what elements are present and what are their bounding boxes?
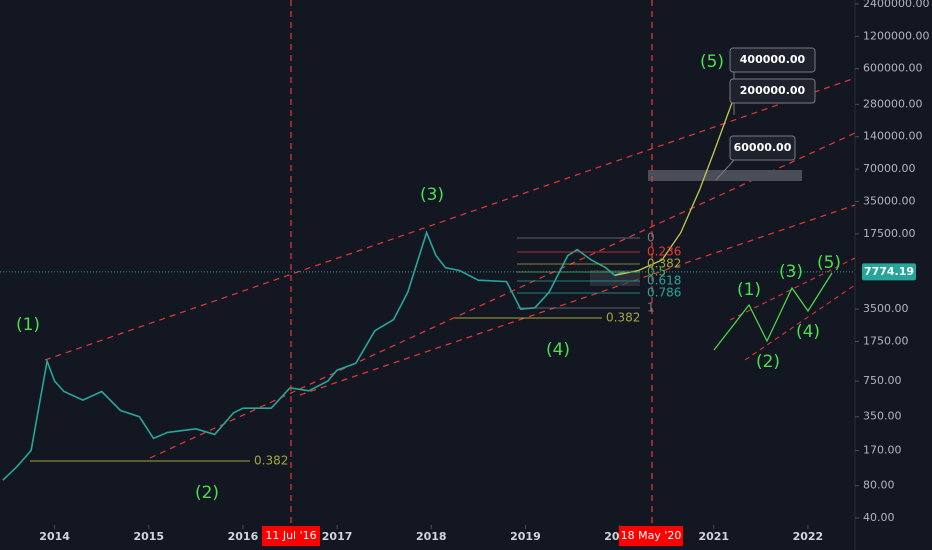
channel-line: [744, 284, 856, 361]
x-tick-label: 2018: [416, 530, 447, 543]
y-tick-label: 1200000.00: [863, 29, 929, 42]
wave-label: (3): [420, 185, 444, 205]
x-tick-label: 2021: [698, 530, 729, 543]
fib-label: 0.382: [647, 257, 681, 271]
fib-label: 0.786: [647, 286, 681, 300]
projection-curve: [614, 100, 734, 277]
consolidation-box: [590, 270, 640, 286]
target-label: 60000.00: [734, 141, 792, 154]
x-tick-label: 2022: [793, 530, 824, 543]
wave-label: (5): [817, 253, 841, 273]
retracement-label: 0.382: [254, 454, 288, 468]
wave-label: (3): [779, 262, 803, 282]
y-tick-label: 170.00: [863, 443, 902, 456]
wave-label: (2): [195, 483, 219, 503]
wave-label: (1): [737, 280, 761, 300]
target-label: 200000.00: [740, 84, 806, 97]
date-label: 11 Jul '16: [265, 529, 316, 542]
last-price-box: [862, 263, 916, 281]
y-tick-label: 70000.00: [863, 162, 916, 175]
y-tick-label: 2400000.00: [863, 0, 929, 10]
target-box: [729, 47, 816, 73]
x-tick-label: 2014: [39, 530, 70, 543]
price-line: [2, 230, 625, 481]
y-tick-label: 3500.00: [863, 302, 909, 315]
fib-label: 0.618: [647, 274, 681, 288]
x-tick-label: 2017: [322, 530, 353, 543]
wave-projection: [713, 272, 833, 351]
target-box: [729, 78, 816, 104]
wave-label: (5): [700, 52, 724, 72]
channel-line: [299, 204, 856, 396]
wave-label: (1): [16, 315, 40, 335]
x-tick-label: 2015: [133, 530, 164, 543]
y-tick-label: 35000.00: [863, 195, 916, 208]
wave-label: (4): [796, 322, 820, 342]
fib-label: 1: [647, 301, 655, 315]
y-tick-label: 600000.00: [863, 62, 923, 75]
fib-label: 0.5: [647, 265, 666, 279]
y-tick-label: 40.00: [863, 511, 895, 524]
y-tick-label: 350.00: [863, 410, 902, 423]
channel-line: [149, 132, 856, 459]
date-box: [262, 526, 320, 546]
wave-label: (4): [546, 340, 570, 360]
retracement-label: 0.382: [606, 311, 640, 325]
target-box: [729, 135, 796, 161]
y-tick-label: 280000.00: [863, 97, 923, 110]
x-tick-label: 2016: [228, 530, 259, 543]
y-tick-label: 750.00: [863, 374, 902, 387]
date-label: 18 May '20: [621, 529, 682, 542]
target-zone: [648, 170, 802, 181]
target-pointer: [715, 159, 735, 181]
fib-label: 0.236: [647, 245, 681, 259]
y-tick-label: 140000.00: [863, 130, 923, 143]
last-price-label: 7774.19: [864, 265, 914, 278]
date-box: [619, 526, 683, 546]
wave-label: (2): [756, 352, 780, 372]
y-tick-label: 80.00: [863, 479, 895, 492]
target-label: 400000.00: [740, 53, 806, 66]
x-tick-label: 2019: [510, 530, 541, 543]
y-tick-label: 17500.00: [863, 227, 916, 240]
fib-label: 0: [647, 231, 655, 245]
y-tick-label: 1750.00: [863, 335, 909, 348]
